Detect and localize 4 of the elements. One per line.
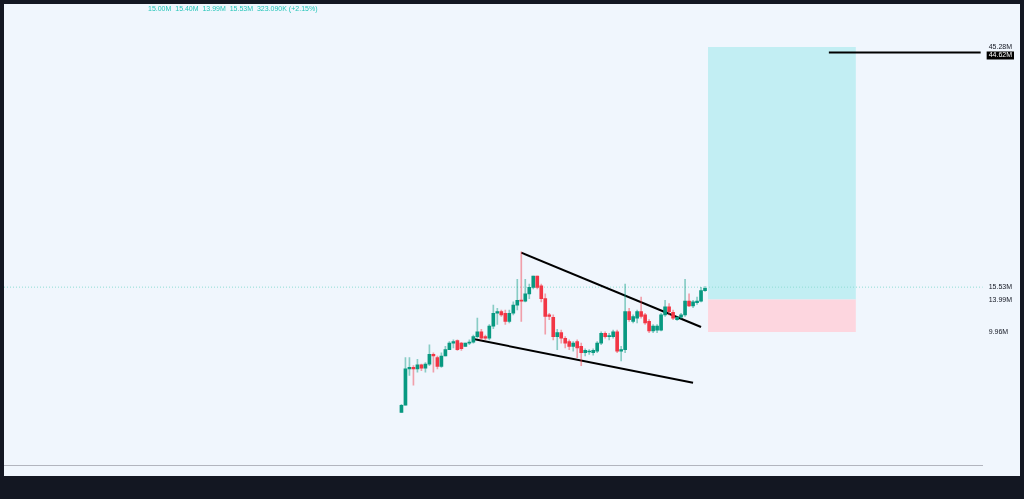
candlestick: [515, 279, 520, 311]
candlestick: [555, 329, 560, 350]
candlestick: [495, 308, 500, 325]
candlestick: [695, 296, 699, 305]
